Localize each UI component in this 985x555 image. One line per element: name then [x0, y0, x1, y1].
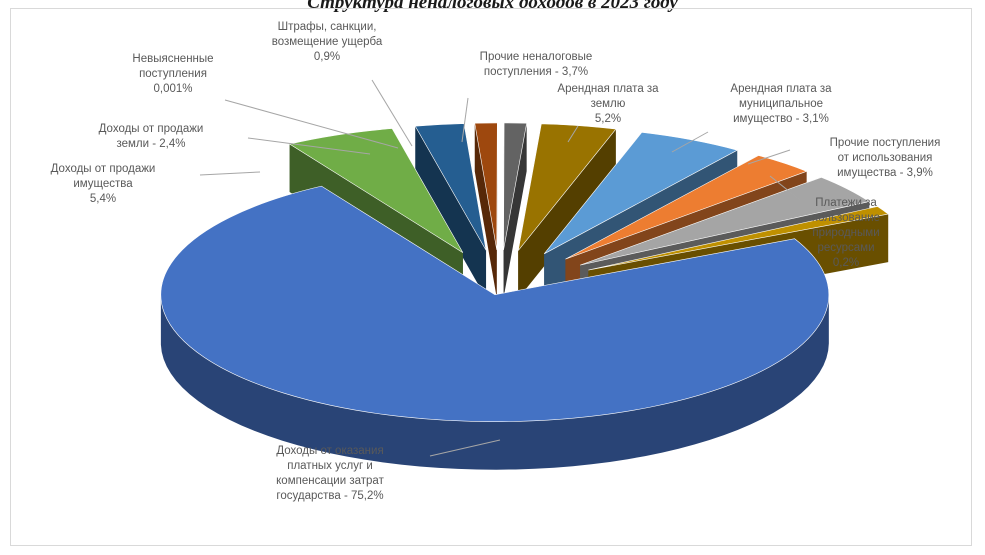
slice-label-line: землю: [591, 98, 626, 110]
slice-label-4: Платежи за пользование природными ресурсами…: [812, 197, 880, 269]
pie-slice-8: [474, 122, 498, 298]
slice-label-7: Доходы от продажи земли - 2,4%: [99, 123, 204, 150]
pie-slice-top: [580, 176, 871, 266]
slice-label-line: природными: [812, 227, 879, 239]
slice-label-line: имущества - 3,9%: [837, 167, 933, 179]
leader-line-2: [671, 131, 709, 153]
pie-slice-top: [543, 132, 739, 255]
slice-label-6: Доходы от продажи имущества 5,4%: [51, 163, 156, 205]
leader-line-8: [224, 99, 399, 149]
slice-label-line: ресурсами: [817, 242, 874, 254]
pie-slice-wall: [415, 126, 487, 299]
pie-slice-top: [565, 155, 808, 260]
slice-label-line: от использования: [838, 152, 933, 164]
slice-label-line: Доходы от продажи: [99, 123, 204, 135]
leader-line-10: [461, 97, 469, 143]
leader-line-7: [247, 137, 371, 155]
slice-label-line: Прочие неналоговые: [480, 51, 593, 63]
leader-line-3: [747, 149, 791, 165]
leader-line-6: [199, 171, 261, 176]
slice-label-line: 5,4%: [90, 193, 116, 205]
slice-label-line: 5,2%: [595, 113, 621, 125]
pie-slice-top: [160, 185, 830, 422]
pie-slice-top: [503, 122, 528, 250]
slice-label-line: Штрафы, санкции,: [278, 21, 377, 33]
slice-label-3: Прочие поступления от использования имущес…: [830, 137, 941, 179]
slice-label-1: Арендная плата за землю 5,2%: [557, 83, 659, 125]
slice-label-line: государства - 75,2%: [276, 490, 383, 502]
slice-label-line: поступления: [139, 68, 207, 80]
slice-label-line: Доходы от оказания: [276, 445, 383, 457]
slice-label-line: компенсации затрат: [276, 475, 384, 487]
slice-label-line: 0,9%: [314, 51, 340, 63]
pie-slice-5: [160, 185, 830, 470]
slice-label-line: имущества: [73, 178, 133, 190]
slice-label-line: 0,2%: [833, 257, 859, 269]
leader-line-4: [769, 175, 801, 201]
slice-label-10: Прочие неналоговые поступления - 3,7%: [480, 51, 593, 78]
slice-label-line: Арендная плата за: [557, 83, 659, 95]
slice-label-line: возмещение ущерба: [272, 36, 383, 48]
pie-slice-wall: [503, 123, 527, 298]
slice-label-line: имущество - 3,1%: [733, 113, 829, 125]
pie-slice-9: [503, 122, 528, 298]
slice-label-line: платных услуг и: [287, 460, 373, 472]
slice-label-line: пользование: [812, 212, 880, 224]
pie-slice-side: [160, 295, 829, 470]
pie-slice-top: [517, 123, 617, 251]
pie-slice-top: [288, 128, 464, 253]
pie-slice-wall: [474, 123, 497, 298]
slice-label-8: Невыясненные поступления 0,001%: [132, 53, 213, 95]
pie-slice-wall: [518, 129, 616, 299]
slice-label-2: Арендная плата за муниципальное имущество …: [730, 83, 832, 125]
slice-label-5: Доходы от оказания платных услуг и компенс…: [276, 445, 384, 502]
slice-label-line: Арендная плата за: [730, 83, 832, 95]
slice-label-line: Платежи за: [815, 197, 877, 209]
leader-line-9: [371, 79, 413, 147]
slice-label-line: муниципальное: [739, 98, 823, 110]
slice-label-line: Прочие поступления: [830, 137, 941, 149]
chart-title: Структура неналоговых доходов в 2023 год…: [307, 0, 678, 13]
pie-slice-top: [414, 123, 487, 251]
slice-label-line: Доходы от продажи: [51, 163, 156, 175]
leader-line-5: [429, 439, 501, 457]
pie-slice-top: [474, 122, 498, 250]
leader-line-1: [567, 125, 579, 143]
pie-slice-top: [588, 206, 889, 271]
slice-label-line: Невыясненные: [132, 53, 213, 65]
slice-label-line: 0,001%: [153, 83, 192, 95]
slice-label-line: поступления - 3,7%: [484, 66, 588, 78]
chart-frame: [10, 8, 972, 546]
pie-slice-10: [517, 123, 617, 299]
slice-label-9: Штрафы, санкции, возмещение ущерба 0,9%: [272, 21, 383, 63]
slice-label-line: земли - 2,4%: [116, 138, 185, 150]
pie-slice-7: [414, 123, 487, 299]
